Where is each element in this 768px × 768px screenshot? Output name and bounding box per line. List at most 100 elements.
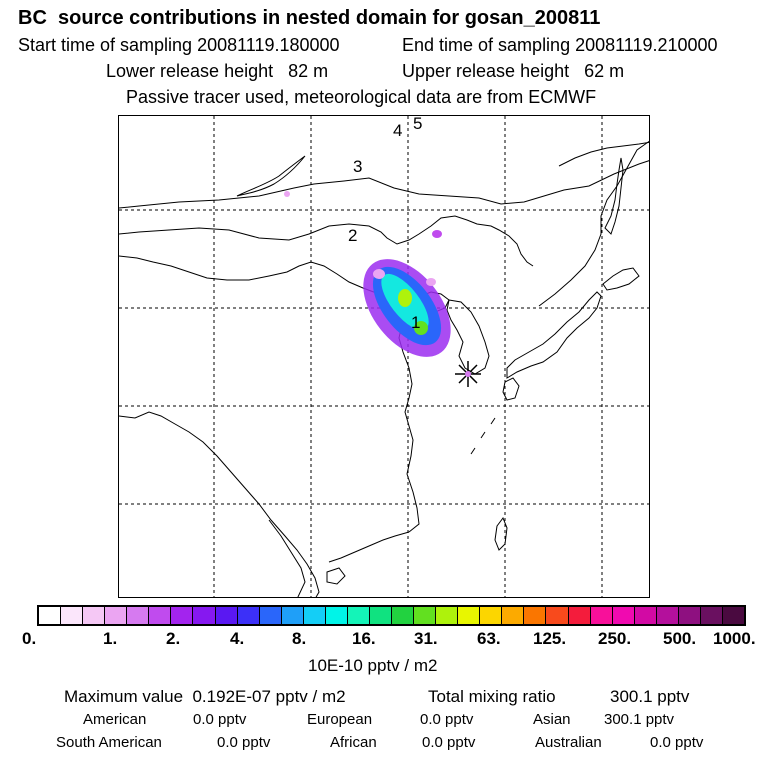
colorbar-swatch xyxy=(700,607,723,624)
trajectory-label-4: 4 xyxy=(393,121,403,140)
colorbar-tick: 500. xyxy=(663,629,697,648)
plume-core xyxy=(398,289,412,307)
region-name: European xyxy=(307,711,373,728)
ryukyu-islands xyxy=(470,417,496,455)
end-time: End time of sampling 20081119.210000 xyxy=(402,35,718,55)
colorbar-swatch xyxy=(39,607,62,624)
colorbar-swatch xyxy=(458,607,481,624)
region-name: Asian xyxy=(533,711,571,728)
colorbar-tick: 8. xyxy=(292,629,307,648)
colorbar-swatch xyxy=(83,607,106,624)
upper-release-height: Upper release height 62 m xyxy=(402,61,625,81)
total-mixing-label: Total mixing ratio xyxy=(428,687,556,706)
plume-patch xyxy=(373,269,385,279)
colorbar-tick: 1000. xyxy=(713,629,756,648)
colorbar-tick: 16. xyxy=(352,629,376,648)
grid-lines xyxy=(119,116,649,597)
colorbar-swatch xyxy=(524,607,547,624)
colorbar-swatch xyxy=(590,607,613,624)
colorbar-swatch xyxy=(325,607,348,624)
colorbar-swatch xyxy=(414,607,437,624)
japan-kyushu xyxy=(502,377,520,401)
colorbar-swatch xyxy=(546,607,569,624)
colorbar-tick: 1. xyxy=(103,629,118,648)
colorbar-swatch xyxy=(303,607,326,624)
map-panel[interactable]: 1 2 3 4 5 xyxy=(118,115,650,598)
colorbar-swatch xyxy=(171,607,194,624)
colorbar-swatch xyxy=(281,607,304,624)
colorbar-swatch xyxy=(678,607,701,624)
region-name: Australian xyxy=(535,734,602,751)
plume-patch xyxy=(432,230,442,238)
colorbar-swatch xyxy=(61,607,84,624)
japan-hokkaido xyxy=(602,267,640,291)
coastlines-borders xyxy=(119,140,649,597)
region-name: African xyxy=(330,734,377,751)
colorbar-swatch xyxy=(237,607,260,624)
colorbar-unit: 10E-10 pptv / m2 xyxy=(308,656,438,675)
colorbar xyxy=(37,605,746,626)
plume-core2 xyxy=(414,321,428,335)
mongolia-china-border xyxy=(119,215,534,267)
colorbar-swatch xyxy=(722,607,744,624)
region-value: 0.0 pptv xyxy=(217,734,271,751)
colorbar-swatch xyxy=(149,607,172,624)
sakhalin xyxy=(604,157,624,235)
trajectory-label-1: 1 xyxy=(411,313,421,332)
taiwan xyxy=(494,516,508,551)
colorbar-swatch xyxy=(612,607,635,624)
japan-honshu xyxy=(506,291,602,379)
colorbar-tick: 0. xyxy=(22,629,37,648)
trajectory-label-2: 2 xyxy=(348,226,358,245)
colorbar-tick: 63. xyxy=(477,629,501,648)
colorbar-swatch xyxy=(127,607,150,624)
plot-title: BC source contributions in nested domain… xyxy=(18,7,601,29)
colorbar-swatch xyxy=(436,607,459,624)
hainan xyxy=(326,567,346,585)
russia-mongolia-border xyxy=(119,160,649,209)
colorbar-tick: 4. xyxy=(230,629,245,648)
trajectory-label-3: 3 xyxy=(353,157,363,176)
region-name: American xyxy=(83,711,147,728)
region-name: South American xyxy=(56,734,162,751)
lake-baikal xyxy=(236,155,306,197)
colorbar-tick: 31. xyxy=(414,629,438,648)
colorbar-swatch xyxy=(656,607,679,624)
plume-patch xyxy=(426,278,436,286)
receptor-star xyxy=(455,361,481,387)
southeast-asia xyxy=(119,411,320,597)
south-china-coast xyxy=(328,531,410,563)
colorbar-swatch xyxy=(105,607,128,624)
inner-china-border xyxy=(119,255,395,301)
okhotsk-coast xyxy=(558,141,649,167)
indochina xyxy=(268,519,306,597)
description: Passive tracer used, meteorological data… xyxy=(126,87,597,107)
colorbar-tick: 250. xyxy=(598,629,632,648)
region-value: 0.0 pptv xyxy=(420,711,474,728)
colorbar-swatch xyxy=(347,607,370,624)
colorbar-swatch xyxy=(502,607,525,624)
plume-patch xyxy=(284,191,290,197)
colorbar-swatch xyxy=(568,607,591,624)
colorbar-swatch xyxy=(392,607,415,624)
colorbar-swatch xyxy=(480,607,503,624)
region-value: 0.0 pptv xyxy=(193,711,247,728)
tracer-plume xyxy=(284,191,451,357)
colorbar-swatch xyxy=(634,607,657,624)
colorbar-swatch xyxy=(193,607,216,624)
colorbar-tick: 2. xyxy=(166,629,181,648)
region-value: 0.0 pptv xyxy=(650,734,704,751)
lower-release-height: Lower release height 82 m xyxy=(106,61,329,81)
colorbar-tick: 125. xyxy=(533,629,567,648)
max-value: Maximum value 0.192E-07 pptv / m2 xyxy=(64,687,346,706)
map-canvas xyxy=(119,116,649,597)
region-value: 0.0 pptv xyxy=(422,734,476,751)
total-mixing-value: 300.1 pptv xyxy=(610,687,690,706)
colorbar-swatch xyxy=(369,607,392,624)
colorbar-swatch xyxy=(215,607,238,624)
russia-far-east-coast xyxy=(538,140,649,307)
trajectory-label-5: 5 xyxy=(413,115,423,133)
region-value: 300.1 pptv xyxy=(604,711,675,728)
start-time: Start time of sampling 20081119.180000 xyxy=(18,35,340,55)
colorbar-swatch xyxy=(259,607,282,624)
